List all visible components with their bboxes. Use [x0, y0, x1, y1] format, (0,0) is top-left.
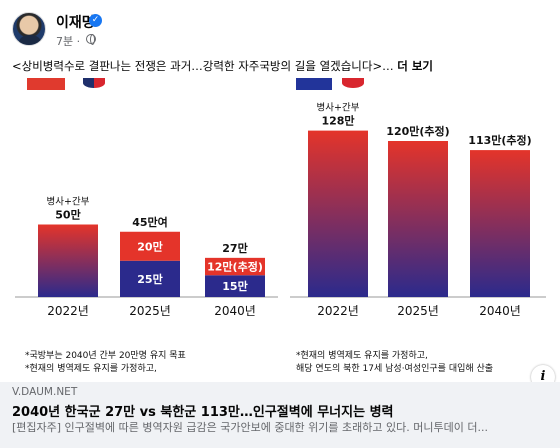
x-tick-label: 2022년 [317, 304, 359, 318]
bar-segment [120, 260, 180, 297]
post-image[interactable]: 50만 병사+간부 2022년 25만 20만 45만여 2025년 15만 12만(추정) 27… [0, 78, 560, 382]
segment-label: 12만(추정) [207, 260, 263, 274]
segment-label: 25만 [137, 272, 162, 286]
bar [308, 130, 368, 297]
bar [388, 141, 448, 297]
x-tick-label: 2040년 [479, 304, 521, 318]
north-korea-flag-icon [342, 78, 364, 88]
x-tick-label: 2025년 [129, 304, 171, 318]
bar-top-label: 병사+간부 [317, 103, 360, 114]
footnote-south: *국방부는 2040년 간부 20만명 유지 목표 *현재의 병역제도 유지를 … [25, 350, 186, 376]
see-more-link[interactable]: 더 보기 [397, 59, 434, 73]
footnote-line: *현재의 병역제도 유지를 가정하고, [296, 351, 428, 361]
footnote-line: 해당 연도의 북한 17세 남성·여성인구를 대입해 산출 [296, 364, 494, 374]
bar-top-label: 병사+간부 [47, 197, 90, 208]
x-tick-label: 2040년 [214, 304, 256, 318]
avatar[interactable] [12, 12, 46, 46]
bar-value-label: 27만 [222, 241, 247, 255]
post-text: <상비병력수로 결판나는 전쟁은 과거…강력한 자주국방의 길을 열겠습니다>…… [12, 58, 433, 74]
post-body: <상비병력수로 결판나는 전쟁은 과거…강력한 자주국방의 길을 열겠습니다>… [12, 59, 394, 73]
x-tick-label: 2025년 [397, 304, 439, 318]
segment-label: 15만 [222, 279, 247, 293]
link-title[interactable]: 2040년 한국군 27만 vs 북한군 113만…인구절벽에 무너지는 병력 [12, 405, 394, 420]
red-label-chip [27, 78, 65, 90]
bar-value-label: 120만(추정) [386, 124, 449, 138]
link-description: [편집자주] 인구절벽에 따른 병역자원 급감은 국가안보에 중대한 위기를 초… [12, 421, 488, 434]
bar-segment [205, 275, 265, 297]
bar-value-label: 128만 [321, 114, 354, 128]
footnote-north: *현재의 병역제도 유지를 가정하고, 해당 연도의 북한 17세 남성·여성인… [296, 350, 493, 376]
footnote-line: *현재의 병역제도 유지를 가정하고, [25, 364, 157, 374]
bar-segment [205, 257, 265, 276]
footnote-line: *국방부는 2040년 간부 20만명 유지 목표 [25, 351, 186, 361]
globe-icon [86, 34, 96, 45]
author-name[interactable]: 이재명 [56, 15, 95, 31]
bar [470, 150, 530, 297]
x-tick-label: 2022년 [47, 304, 89, 318]
blue-label-chip [296, 78, 332, 90]
chart-panel-south: 50만 병사+간부 2022년 25만 20만 45만여 2025년 15만 12만(추정) 27… [15, 78, 278, 382]
south-korea-flag-icon [83, 78, 105, 88]
bar-value-label: 113만(추정) [468, 133, 531, 147]
post-header: 이재명 ✓ 7분 · [0, 0, 560, 54]
chart-panel-north: 128만 병사+간부 2022년 120만(추정) 2025년 113만(추정) 2040년 [290, 78, 546, 382]
bar-value-label: 45만여 [132, 215, 168, 229]
bar-value-label: 50만 [55, 208, 80, 222]
link-preview[interactable]: V.DAUM.NET 2040년 한국군 27만 vs 북한군 113만…인구절… [0, 382, 560, 448]
post-time[interactable]: 7분 · [56, 35, 81, 48]
segment-label: 20만 [137, 239, 162, 253]
bar [38, 224, 98, 297]
link-domain: V.DAUM.NET [12, 386, 78, 398]
verified-badge-icon: ✓ [89, 14, 102, 27]
bar-segment [120, 231, 180, 261]
